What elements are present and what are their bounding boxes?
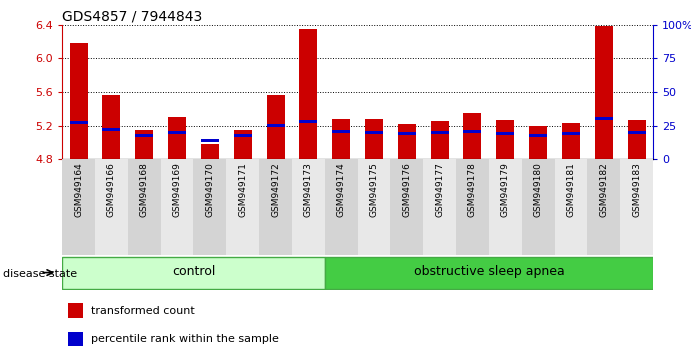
Bar <box>529 126 547 159</box>
Text: GSM949180: GSM949180 <box>533 162 542 217</box>
Bar <box>160 159 193 255</box>
Bar <box>621 159 653 255</box>
Bar <box>201 144 219 159</box>
Bar <box>292 159 325 255</box>
Text: GSM949164: GSM949164 <box>74 162 83 217</box>
Bar <box>555 159 587 255</box>
Bar <box>168 117 186 159</box>
Bar <box>398 132 416 135</box>
Bar <box>234 130 252 159</box>
Bar <box>496 132 514 135</box>
Bar <box>529 133 547 137</box>
Bar <box>325 159 358 255</box>
Bar <box>522 159 554 255</box>
Text: GSM949178: GSM949178 <box>468 162 477 217</box>
Bar <box>464 130 482 132</box>
Text: GSM949173: GSM949173 <box>304 162 313 217</box>
Bar <box>627 131 645 134</box>
Bar <box>168 131 186 134</box>
Bar <box>587 159 621 255</box>
Bar <box>325 257 653 289</box>
Bar <box>267 95 285 159</box>
Text: GSM949181: GSM949181 <box>567 162 576 217</box>
Bar <box>423 159 456 255</box>
Bar <box>595 118 613 120</box>
Bar <box>562 123 580 159</box>
Bar <box>259 159 292 255</box>
Bar <box>62 257 325 289</box>
Bar <box>193 159 227 255</box>
Text: GSM949182: GSM949182 <box>599 162 608 217</box>
Bar <box>430 121 448 159</box>
Text: GSM949172: GSM949172 <box>271 162 280 217</box>
Bar <box>135 133 153 137</box>
Bar <box>299 120 317 123</box>
Bar <box>234 133 252 137</box>
Text: GSM949169: GSM949169 <box>173 162 182 217</box>
Text: GSM949175: GSM949175 <box>370 162 379 217</box>
Text: GSM949171: GSM949171 <box>238 162 247 217</box>
Text: GSM949170: GSM949170 <box>205 162 214 217</box>
Text: control: control <box>172 266 215 278</box>
Text: GSM949176: GSM949176 <box>402 162 411 217</box>
Bar <box>430 131 448 134</box>
Bar <box>390 159 423 255</box>
Bar <box>627 120 645 159</box>
Text: GSM949183: GSM949183 <box>632 162 641 217</box>
Bar <box>398 124 416 159</box>
Bar <box>70 121 88 125</box>
Text: obstructive sleep apnea: obstructive sleep apnea <box>413 266 565 278</box>
Bar <box>299 29 317 159</box>
Text: transformed count: transformed count <box>91 306 194 316</box>
Bar <box>464 113 482 159</box>
Bar <box>562 132 580 135</box>
Text: GSM949168: GSM949168 <box>140 162 149 217</box>
Text: percentile rank within the sample: percentile rank within the sample <box>91 334 278 344</box>
Bar <box>267 124 285 127</box>
Bar <box>496 120 514 159</box>
Bar <box>70 43 88 159</box>
Bar <box>128 159 160 255</box>
Bar <box>62 159 95 255</box>
Bar <box>365 131 383 134</box>
Bar <box>102 95 120 159</box>
Bar <box>365 119 383 159</box>
Bar <box>456 159 489 255</box>
Bar <box>489 159 522 255</box>
Text: GDS4857 / 7944843: GDS4857 / 7944843 <box>62 10 202 24</box>
Text: GSM949177: GSM949177 <box>435 162 444 217</box>
Bar <box>201 139 219 142</box>
Bar <box>595 27 613 159</box>
Bar <box>68 303 83 318</box>
Bar <box>95 159 128 255</box>
Bar <box>332 130 350 132</box>
Bar <box>68 332 83 346</box>
Bar <box>102 128 120 131</box>
Text: disease state: disease state <box>3 269 77 279</box>
Bar <box>358 159 390 255</box>
Bar <box>135 130 153 159</box>
Text: GSM949174: GSM949174 <box>337 162 346 217</box>
Text: GSM949166: GSM949166 <box>107 162 116 217</box>
Bar <box>227 159 259 255</box>
Text: GSM949179: GSM949179 <box>501 162 510 217</box>
Bar <box>332 119 350 159</box>
